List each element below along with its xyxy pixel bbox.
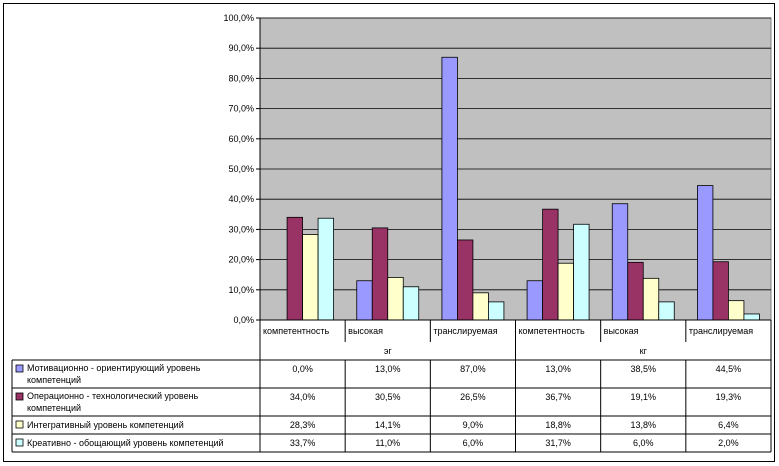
bar [642, 277, 660, 321]
y-tick-label: 40,0% [228, 194, 254, 204]
data-label: 44,5% [716, 364, 742, 374]
category-label: высокая [604, 326, 639, 336]
bar [286, 216, 303, 321]
bar [573, 223, 590, 321]
data-label: 13,0% [545, 364, 571, 374]
bar [658, 301, 675, 321]
group-label: эг [384, 346, 393, 356]
category-label: высокая [348, 326, 383, 336]
y-tick-label: 50,0% [228, 164, 254, 174]
y-tick-label: 20,0% [228, 255, 254, 265]
data-label: 19,3% [716, 392, 742, 402]
bar-chart: 0,0% 10,0% 20,0% 30,0% 40,0% 50,0% 60,0% 70,0% 8… [11, 13, 772, 453]
data-label: 2,0% [718, 438, 739, 448]
y-tick-label: 30,0% [228, 224, 254, 234]
legend-swatch [15, 420, 24, 429]
legend-label: Мотивационно - ориентирующий уровень [27, 363, 201, 373]
gridlines [260, 17, 771, 291]
bar [356, 280, 373, 321]
category-label: транслируемая [689, 326, 753, 336]
data-label: 13,8% [630, 420, 656, 430]
data-label: 26,5% [460, 392, 486, 402]
bar [712, 261, 729, 321]
data-label: 87,0% [460, 364, 486, 374]
category-label: компетентность [263, 326, 330, 336]
data-label: 6,4% [718, 420, 739, 430]
bar [387, 277, 404, 321]
legend-swatch [15, 364, 24, 373]
chart-frame: 0,0% 10,0% 20,0% 30,0% 40,0% 50,0% 60,0% 70,0% 8… [3, 3, 775, 462]
data-table: компетентность высокая транслируемая компет… [11, 319, 772, 453]
data-label: 31,7% [545, 438, 571, 448]
legend-swatch [15, 438, 24, 447]
data-label: 34,0% [290, 392, 316, 402]
legend-label: компетенций [27, 403, 81, 413]
bar [472, 292, 489, 321]
legend-label: компетенций [27, 375, 81, 385]
bar [457, 239, 474, 321]
bar [488, 301, 505, 321]
y-tick-label: 90,0% [228, 43, 254, 53]
bar [728, 300, 745, 321]
bar [402, 286, 420, 321]
category-label: компетентность [519, 326, 586, 336]
data-label: 28,3% [290, 420, 316, 430]
data-label: 38,5% [630, 364, 656, 374]
y-tick-label: 80,0% [228, 73, 254, 83]
bar [371, 227, 389, 321]
data-label: 9,0% [463, 420, 484, 430]
y-tick-label: 60,0% [228, 134, 254, 144]
data-label: 18,8% [545, 420, 571, 430]
legend-label: Операционно - технологический уровень [27, 391, 199, 401]
bar [542, 208, 559, 321]
bar [441, 56, 458, 321]
data-label: 30,5% [375, 392, 401, 402]
data-label: 11,0% [375, 438, 400, 448]
bar [611, 203, 629, 321]
data-label: 13,0% [375, 364, 401, 374]
bar [743, 313, 760, 321]
y-tick-label: 100,0% [223, 13, 254, 23]
legend-label: Интегративный уровень компетенций [27, 420, 184, 430]
bar [627, 261, 644, 321]
bar [302, 234, 319, 321]
bar [317, 217, 334, 321]
bar [697, 185, 714, 321]
y-axis: 0,0% 10,0% 20,0% 30,0% 40,0% 50,0% 60,0% 70,0% 8… [223, 13, 261, 325]
y-tick-label: 0,0% [233, 315, 254, 325]
data-label: 14,1% [375, 420, 401, 430]
data-label: 36,7% [545, 392, 571, 402]
data-label: 6,0% [463, 438, 484, 448]
bar [557, 262, 574, 321]
y-tick-label: 10,0% [228, 285, 254, 295]
legend-swatch [15, 392, 24, 401]
data-label: 33,7% [290, 438, 316, 448]
data-label: 19,1% [630, 392, 656, 402]
bars [286, 56, 760, 321]
bar [526, 280, 543, 321]
group-label: кг [640, 346, 648, 356]
y-tick-label: 70,0% [228, 104, 254, 114]
data-label: 6,0% [633, 438, 654, 448]
legend-label: Креативно - обощающий уровень компетенци… [27, 438, 224, 448]
category-label: транслируемая [433, 326, 497, 336]
data-label: 0,0% [292, 364, 313, 374]
